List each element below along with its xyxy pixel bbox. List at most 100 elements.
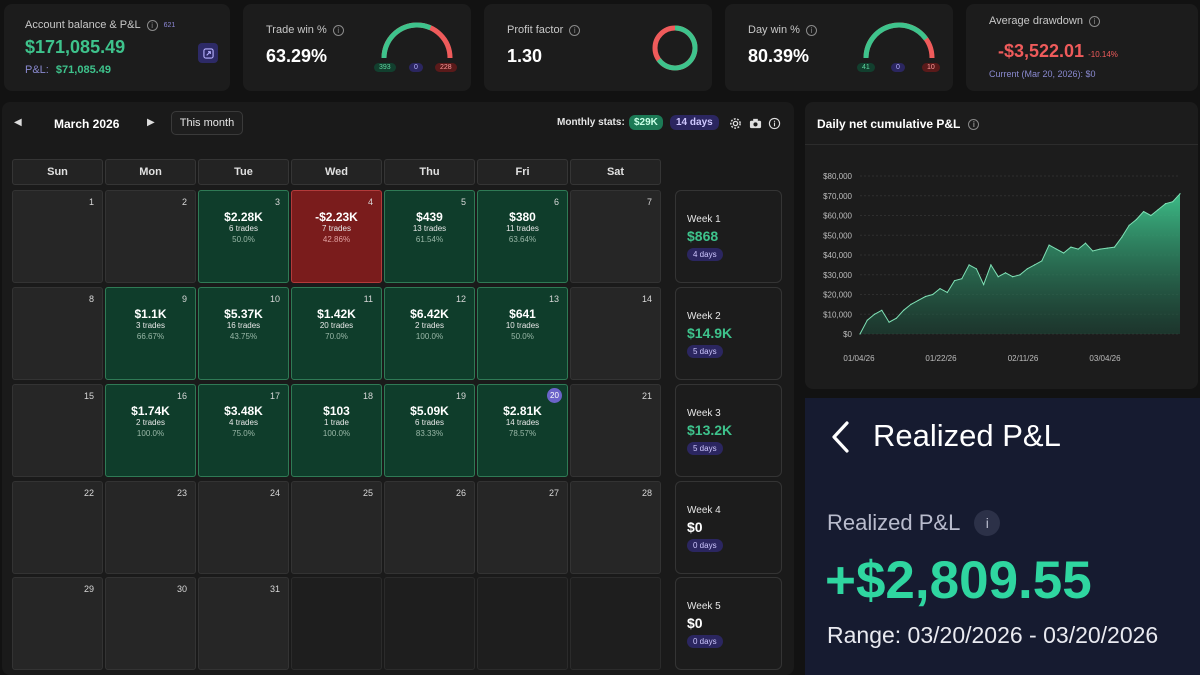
calendar-day-15[interactable]: 15 (12, 384, 103, 477)
week-summary-2[interactable]: Week 2 $14.9K 5 days (675, 287, 782, 380)
calendar-day-8[interactable]: 8 (12, 287, 103, 380)
data-point-15 (968, 264, 970, 266)
calendar-day-16[interactable]: 16 $1.74K 2 trades 100.0% (105, 384, 196, 477)
calendar-day-22[interactable]: 22 (12, 481, 103, 574)
week-summary-1[interactable]: Week 1 $868 4 days (675, 190, 782, 283)
day-pnl: $2.81K (503, 404, 542, 418)
info-icon[interactable]: i (974, 510, 1001, 536)
day-number: 31 (269, 584, 280, 594)
calendar-day-18[interactable]: 18 $103 1 trade 100.0% (291, 384, 382, 477)
monthly-stats-pnl: $29K (629, 115, 663, 130)
x-tick-label: 03/04/26 (1089, 354, 1121, 363)
data-point-26 (1048, 244, 1050, 246)
calendar-day-25[interactable]: 25 (291, 481, 382, 574)
day-number: 22 (83, 488, 94, 498)
back-chevron-icon[interactable] (829, 420, 851, 454)
calendar-day-7[interactable]: 7 (570, 190, 661, 283)
camera-icon[interactable] (749, 117, 762, 130)
calendar-day-10[interactable]: 10 $5.37K 16 trades 43.75% (198, 287, 289, 380)
calendar-day-5[interactable]: 5 $439 13 trades 61.54% (384, 190, 475, 283)
week-summary-4[interactable]: Week 4 $0 0 days (675, 481, 782, 574)
calendar-day-1[interactable]: 1 (12, 190, 103, 283)
day-number: 4 (367, 197, 373, 207)
day-number: 15 (83, 391, 94, 401)
weekday-wed: Wed (291, 159, 382, 185)
day-win-rate: 75.0% (232, 429, 255, 438)
day-number: 24 (269, 488, 280, 498)
calendar-day-11[interactable]: 11 $1.42K 20 trades 70.0% (291, 287, 382, 380)
info-icon[interactable]: i (1088, 15, 1100, 27)
calendar-day-28[interactable]: 28 (570, 481, 661, 574)
day-pnl: $5.37K (224, 307, 263, 321)
trade-win-card: Trade win % i 63.29% 393 0 228 (243, 4, 471, 91)
calendar-day-30[interactable]: 30 (105, 577, 196, 670)
day-trades: 7 trades (322, 224, 351, 233)
week-pnl: $0 (687, 519, 703, 535)
calendar-day-2[interactable]: 2 (105, 190, 196, 283)
day-number: 1 (88, 197, 94, 207)
calendar-day-17[interactable]: 17 $3.48K 4 trades 75.0% (198, 384, 289, 477)
data-point-27 (1055, 248, 1057, 250)
day-pnl: $5.09K (410, 404, 449, 418)
calendar-blank-cell (384, 577, 475, 670)
calendar-day-14[interactable]: 14 (570, 287, 661, 380)
calendar-day-24[interactable]: 24 (198, 481, 289, 574)
data-point-32 (1092, 250, 1094, 252)
calendar-day-27[interactable]: 27 (477, 481, 568, 574)
calendar-day-21[interactable]: 21 (570, 384, 661, 477)
calendar-day-19[interactable]: 19 $5.09K 6 trades 83.33% (384, 384, 475, 477)
calendar-day-13[interactable]: 13 $641 10 trades 50.0% (477, 287, 568, 380)
day-pnl: $2.28K (224, 210, 263, 224)
info-icon[interactable] (768, 117, 781, 130)
day-number: 30 (176, 584, 187, 594)
calendar-day-3[interactable]: 3 $2.28K 6 trades 50.0% (198, 190, 289, 283)
day-number: 27 (548, 488, 559, 498)
week-days-badge: 5 days (687, 442, 723, 455)
calendar-day-4[interactable]: 4 -$2.23K 7 trades 42.86% (291, 190, 382, 283)
pnl-value: $71,085.49 (55, 64, 111, 76)
data-point-35 (1113, 246, 1116, 248)
calendar-day-20[interactable]: 20 $2.81K 14 trades 78.57% (477, 384, 568, 477)
next-month-button[interactable]: ▶ (147, 117, 155, 128)
calendar-day-6[interactable]: 6 $380 11 trades 63.64% (477, 190, 568, 283)
trade-win-count: 393 (374, 63, 396, 72)
trade-win-value: 63.29% (266, 46, 328, 66)
day-neutral-count: 0 (891, 63, 905, 72)
info-icon[interactable]: i (332, 24, 344, 36)
y-tick-label: $50,000 (823, 231, 852, 240)
weekday-sun: Sun (12, 159, 103, 185)
day-number: 25 (362, 488, 373, 498)
day-number: 11 (363, 294, 373, 304)
calendar-day-12[interactable]: 12 $6.42K 2 trades 100.0% (384, 287, 475, 380)
realized-pnl-label: Realized P&L (827, 510, 961, 535)
calendar-day-31[interactable]: 31 (198, 577, 289, 670)
day-trades: 6 trades (415, 418, 444, 427)
day-win-rate: 50.0% (232, 235, 255, 244)
week-summary-5[interactable]: Week 5 $0 0 days (675, 577, 782, 670)
this-month-button[interactable]: This month (171, 111, 243, 135)
info-icon[interactable]: i (146, 19, 158, 31)
info-icon[interactable]: i (968, 118, 980, 130)
week-label: Week 2 (687, 311, 721, 322)
drawdown-row: -$3,522.01 -10.14% (998, 41, 1118, 62)
calendar-day-29[interactable]: 29 (12, 577, 103, 670)
day-number: 18 (362, 391, 373, 401)
calendar-day-9[interactable]: 9 $1.1K 3 trades 66.67% (105, 287, 196, 380)
weekday-tue: Tue (198, 159, 289, 185)
y-tick-label: $0 (843, 330, 852, 339)
week-days-badge: 5 days (687, 345, 723, 358)
chart-link-button[interactable] (198, 43, 218, 63)
drawdown-current: Current (Mar 20, 2026): $0 (989, 69, 1096, 79)
day-win-label: Day win % (748, 24, 800, 36)
day-number: 6 (553, 197, 559, 207)
settings-icon[interactable] (729, 117, 742, 130)
week-summary-3[interactable]: Week 3 $13.2K 5 days (675, 384, 782, 477)
calendar-day-23[interactable]: 23 (105, 481, 196, 574)
info-icon[interactable]: i (805, 24, 817, 36)
day-number: 13 (548, 294, 559, 304)
info-icon[interactable]: i (569, 24, 581, 36)
prev-month-button[interactable]: ◀ (14, 117, 22, 128)
day-win-value: 80.39% (748, 46, 810, 66)
calendar-day-26[interactable]: 26 (384, 481, 475, 574)
weekday-thu: Thu (384, 159, 475, 185)
